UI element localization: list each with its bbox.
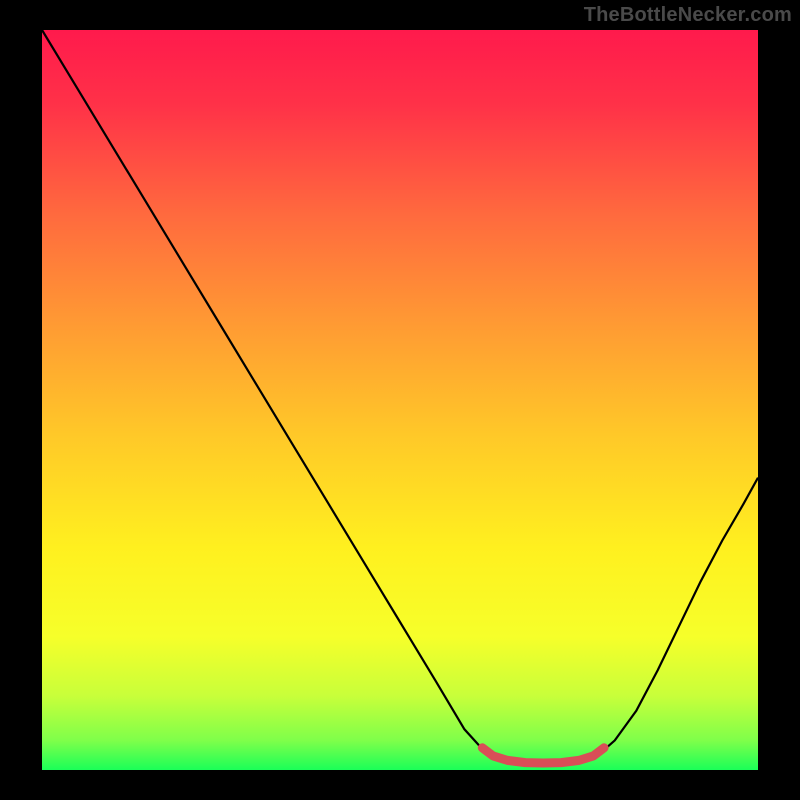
- watermark-text: TheBottleNecker.com: [584, 4, 792, 27]
- chart-container: TheBottleNecker.com: [0, 0, 800, 800]
- chart-svg: [0, 0, 800, 800]
- plot-background: [42, 30, 758, 770]
